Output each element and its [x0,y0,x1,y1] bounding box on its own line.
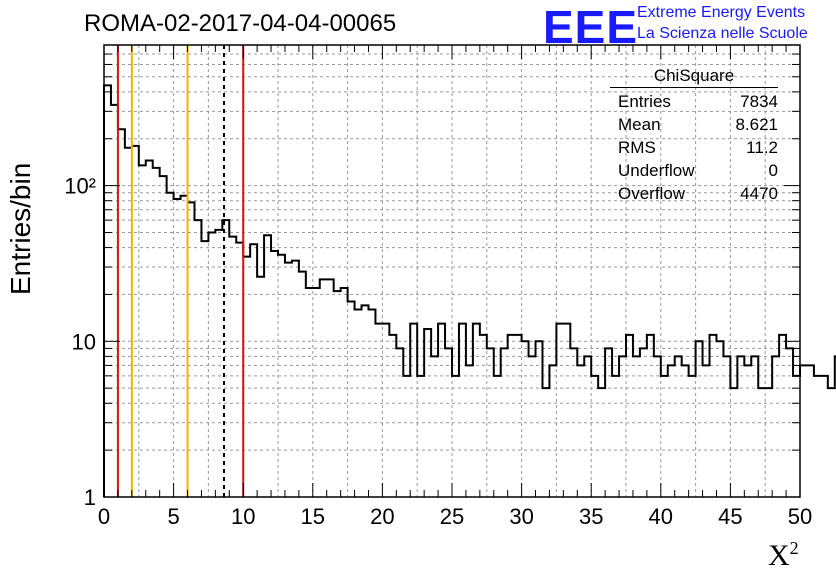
x-tick-label: 0 [98,504,110,529]
y-axis-label: Entries/bin [5,162,36,295]
x-axis-label-base: X [768,539,790,572]
logo-line-1: Extreme Energy Events [637,4,806,21]
stats-label: Underflow [618,161,695,180]
y-tick-label: 10 [72,329,96,354]
x-axis-label-sup: 2 [789,538,799,558]
x-tick-label: 5 [167,504,179,529]
eee-logo: EEE [543,1,639,53]
x-tick-label: 20 [370,504,394,529]
stats-row-entries: Entries 7834 [610,90,778,113]
stats-value: 7834 [740,92,778,111]
x-tick-label: 40 [649,504,673,529]
stats-value: 4470 [740,184,778,203]
x-axis-label: X2 [768,538,799,573]
stats-value: 11.2 [746,138,778,157]
stats-value: 8.621 [735,115,778,134]
x-tick-label: 50 [788,504,812,529]
stats-label: Overflow [618,184,686,203]
stats-label: Entries [618,92,671,111]
stats-row-underflow: Underflow 0 [610,159,778,182]
stats-row-rms: RMS 11.2 [610,136,778,159]
x-tick-label: 15 [301,504,325,529]
stats-row-mean: Mean 8.621 [610,113,778,136]
stats-label: RMS [618,138,656,157]
chart-title: ROMA-02-2017-04-04-00065 [84,10,397,37]
stats-header: ChiSquare [610,66,778,88]
x-tick-label: 35 [579,504,603,529]
stats-row-overflow: Overflow 4470 [610,182,778,205]
stats-box: ChiSquare Entries 7834 Mean 8.621 RMS 11.2 … [610,66,778,205]
x-tick-label: 25 [440,504,464,529]
stats-label: Mean [618,115,661,134]
x-tick-label: 45 [718,504,742,529]
y-tick-label: 10² [64,174,96,199]
stats-value: 0 [768,161,778,180]
x-tick-label: 10 [231,504,255,529]
y-tick-label: 1 [84,485,96,510]
logo-line-2: La Scienza nelle Scuole [637,25,808,42]
x-tick-label: 30 [509,504,533,529]
